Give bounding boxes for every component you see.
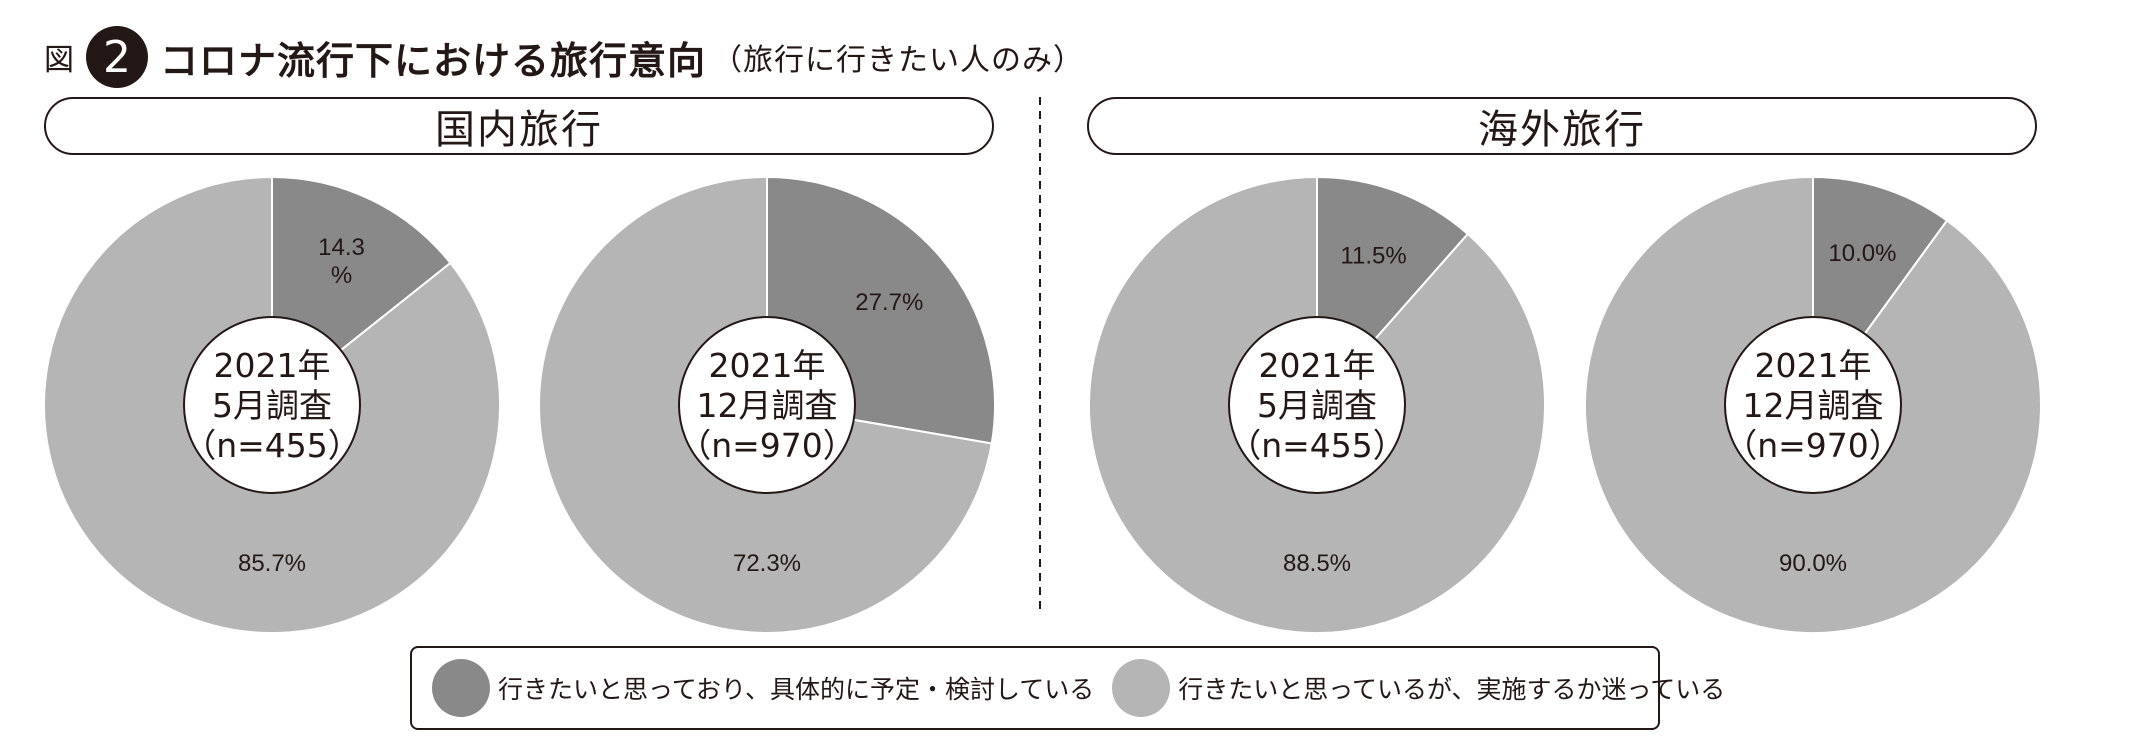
pie-4-center-label-line-1: 2021年 [1755,346,1872,385]
pie-3-label-planning-line-1: 11.5% [1340,242,1406,269]
pie-2-center-label-line-3: （n=970） [678,426,856,465]
pie-1-center-label-line-2: 5月調査 [212,386,332,425]
pie-4-center-label-line-2: 12月調査 [1743,386,1884,425]
pie-1-center-hole [183,316,361,494]
section-header-overseas: 海外旅行 [1087,97,2037,155]
pie-4-center-hole [1724,316,1902,494]
pie-2-center-label: 2021年 12月調査（n=970） [678,346,856,465]
pie-1-label-planning-line-1: 14.3 [318,234,365,261]
legend-label-planning: 行きたいと思っており、具体的に予定・検討している [498,675,1095,704]
pie-group: 14.3 %85.7%2021年 5月調査（n=455）27.7%72.3%2021… [43,175,2042,634]
pie-1-center-label-line-1: 2021年 [214,346,331,385]
figure-number-badge: 2 [86,26,148,88]
pie-3-label-undecided: 88.5% [1283,550,1351,577]
pie-2-center-label-line-1: 2021年 [709,346,826,385]
pie-3-center-label: 2021年 5月調査（n=455） [1228,346,1406,465]
legend-swatch-undecided [1112,659,1171,717]
pie-4-center-label: 2021年 12月調査（n=970） [1724,346,1902,465]
pie-2-label-undecided-line-1: 72.3% [733,550,801,577]
legend-item-planning: 行きたいと思っており、具体的に予定・検討している [432,659,1094,717]
pie-2-label-undecided: 72.3% [733,550,801,577]
figure-title-row: 図 2 コロナ流行下における旅行意向 （旅行に行きたい人のみ） [44,22,1084,92]
pie-4-label-planning-line-1: 10.0% [1828,240,1896,267]
pie-1-label-planning-line-2: % [331,262,352,289]
pie-3-center-label-line-2: 5月調査 [1257,386,1377,425]
figure-label: 図 [44,43,74,78]
pie-3-label-undecided-line-1: 88.5% [1283,550,1351,577]
pie-2-label-planning: 27.7% [855,289,923,316]
pie-2-label-planning-line-1: 27.7% [855,289,923,316]
pie-1-center-label-line-3: （n=455） [183,426,361,465]
pie-1-label-undecided: 85.7% [238,550,306,577]
figure-title: コロナ流行下における旅行意向 [160,38,707,83]
legend-item-undecided: 行きたいと思っているが、実施するか迷っている [1112,659,1725,717]
figure-subtitle: （旅行に行きたい人のみ） [712,43,1085,78]
pie-3-center-hole [1228,316,1406,494]
pie-3-center-label-line-1: 2021年 [1259,346,1376,385]
pie-3-label-planning: 11.5% [1340,242,1406,269]
legend: 行きたいと思っており、具体的に予定・検討している 行きたいと思っているが、実施す… [410,646,1725,730]
legend-label-undecided: 行きたいと思っているが、実施するか迷っている [1178,675,1726,704]
pie-1-label-undecided-line-1: 85.7% [238,550,306,577]
pie-4-label-planning: 10.0% [1828,240,1896,267]
pie-4-label-undecided: 90.0% [1779,550,1847,577]
pie-2-center-hole [678,316,856,494]
pie-1-label-planning: 14.3% [318,234,365,289]
section-header-domestic: 国内旅行 [44,97,994,155]
pie-4-label-undecided-line-1: 90.0% [1779,550,1847,577]
pie-1-center-label: 2021年 5月調査（n=455） [183,346,361,465]
pie-3-center-label-line-3: （n=455） [1228,426,1406,465]
legend-swatch-planning [432,659,490,717]
pie-2-center-label-line-2: 12月調査 [697,386,838,425]
pie-4-center-label-line-3: （n=970） [1724,426,1902,465]
